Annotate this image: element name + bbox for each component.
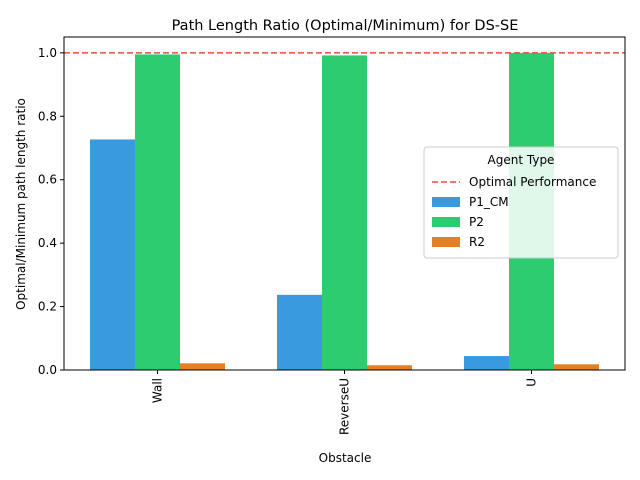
bar-p1-cm-reverseu — [277, 294, 322, 370]
bar-r2-wall — [180, 363, 225, 370]
legend-label-optimal-performance: Optimal Performance — [469, 175, 596, 189]
legend: Agent Type Optimal Performance P1_CM P2 R2 — [423, 146, 619, 259]
legend-title: Agent Type — [488, 153, 555, 167]
bar-r2-u — [554, 364, 599, 370]
y-tick-label: 0.2 — [38, 300, 57, 314]
x-axis-label: Obstacle — [319, 451, 372, 465]
legend-box — [423, 146, 619, 259]
chart-title: Path Length Ratio (Optimal/Minimum) for … — [172, 18, 519, 34]
legend-label-p2: P2 — [469, 215, 484, 229]
x-tick-label: U — [525, 378, 539, 387]
x-tick-label: ReverseU — [338, 378, 352, 435]
bar-r2-reverseu — [367, 365, 412, 370]
legend-swatch-p1-cm — [432, 197, 460, 207]
y-tick-label: 0.0 — [38, 363, 57, 377]
legend-label-r2: R2 — [469, 235, 485, 249]
y-axis-label: Optimal/Minimum path length ratio — [14, 98, 28, 310]
y-tick-label: 1.0 — [38, 46, 57, 60]
bar-p2-wall — [135, 54, 180, 370]
bar-p2-reverseu — [322, 55, 367, 370]
legend-swatch-p2 — [432, 217, 460, 227]
y-axis: 0.0 0.2 0.4 0.6 0.8 1.0 — [38, 46, 64, 377]
bars-group — [90, 52, 599, 370]
legend-label-p1-cm: P1_CM — [469, 195, 509, 209]
x-tick-label: Wall — [151, 378, 165, 403]
y-tick-label: 0.8 — [38, 109, 57, 123]
x-axis: Wall ReverseU U — [151, 370, 539, 435]
bar-p1-cm-u — [464, 356, 509, 370]
y-tick-label: 0.4 — [38, 236, 57, 250]
legend-swatch-r2 — [432, 237, 460, 247]
bar-p1-cm-wall — [90, 139, 135, 370]
y-tick-label: 0.6 — [38, 173, 57, 187]
